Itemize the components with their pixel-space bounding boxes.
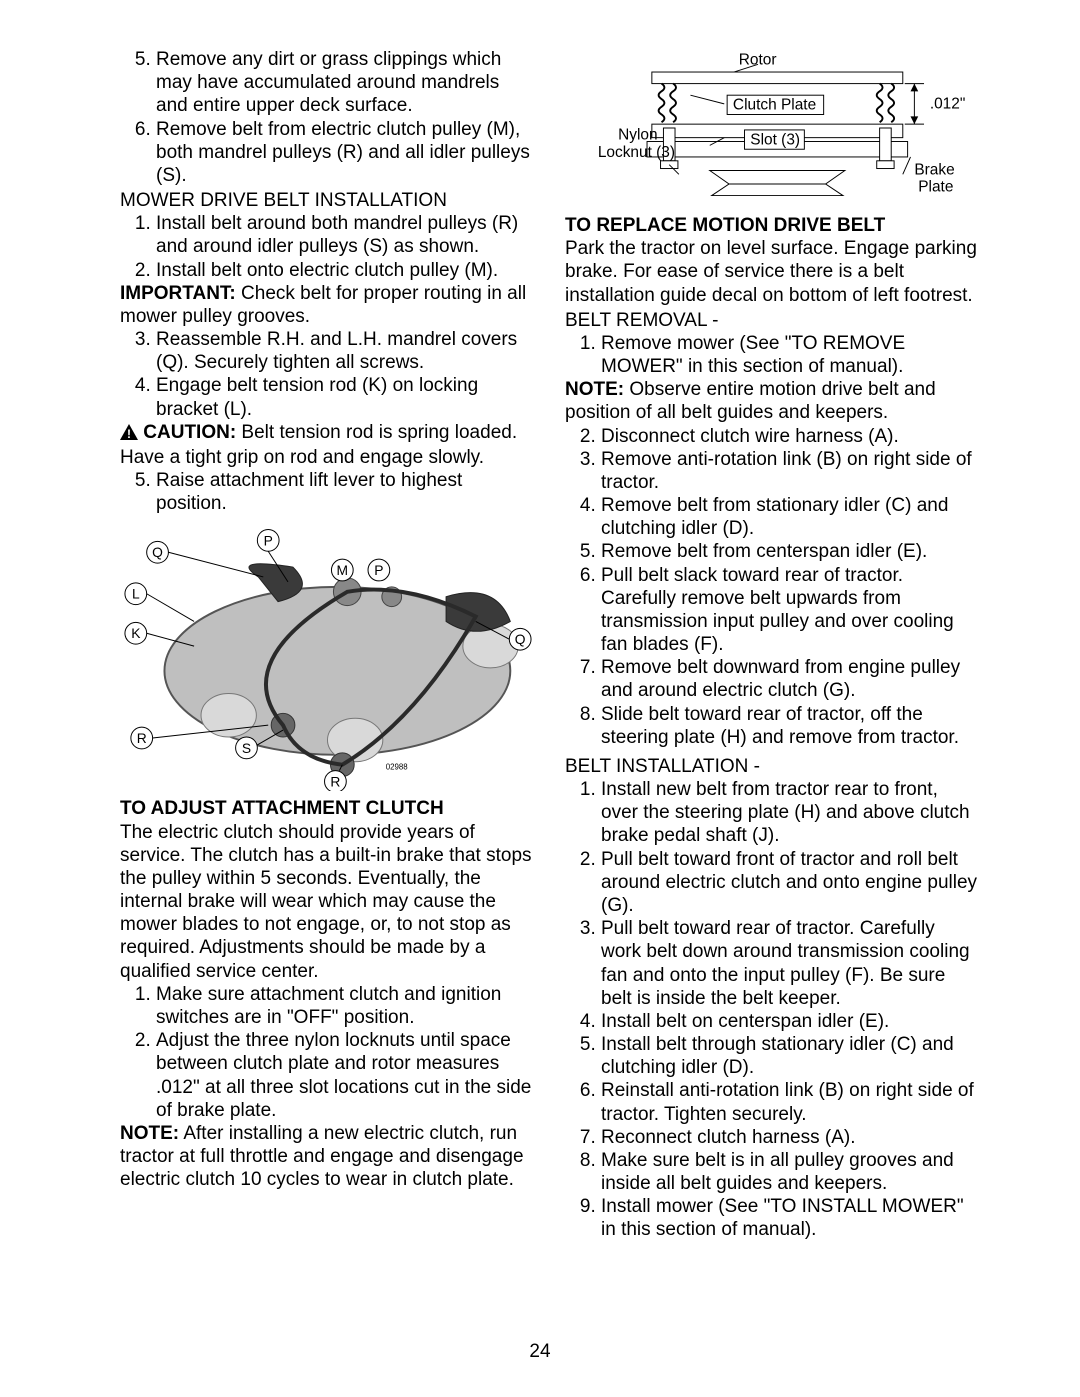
removal-1: Remove mower (See "TO REMOVE MOWER" in t… bbox=[601, 332, 980, 378]
deck-svg: Q P M P L K Q R S bbox=[120, 521, 535, 791]
belt-install-heading: BELT INSTALLATION - bbox=[565, 755, 980, 778]
mower-install-steps-3: Raise attachment lift lever to highest p… bbox=[120, 469, 535, 515]
install-step-5: Raise attachment lift lever to highest p… bbox=[156, 469, 535, 515]
removal-8: Slide belt toward rear of tractor, off t… bbox=[601, 703, 980, 749]
svg-text:Rotor: Rotor bbox=[739, 51, 777, 68]
removal-2: Disconnect clutch wire harness (A). bbox=[601, 425, 980, 448]
caution-note: ! CAUTION: Belt tension rod is spring lo… bbox=[120, 421, 535, 469]
adjust-clutch-para: The electric clutch should provide years… bbox=[120, 821, 535, 983]
inst-7: Reconnect clutch harness (A). bbox=[601, 1126, 980, 1149]
svg-text:Plate: Plate bbox=[918, 179, 953, 196]
observe-note: NOTE: Observe entire motion drive belt a… bbox=[565, 378, 980, 424]
inst-9: Install mower (See "TO INSTALL MOWER" in… bbox=[601, 1195, 980, 1241]
svg-text:K: K bbox=[131, 626, 141, 642]
replace-motion-belt-para: Park the tractor on level surface. Engag… bbox=[565, 237, 980, 307]
svg-text:P: P bbox=[374, 562, 383, 578]
belt-install-steps: Install new belt from tractor rear to fr… bbox=[565, 778, 980, 1241]
svg-text:S: S bbox=[242, 740, 251, 756]
svg-text:Brake: Brake bbox=[914, 161, 954, 178]
inst-8: Make sure belt is in all pulley grooves … bbox=[601, 1149, 980, 1195]
svg-text:Q: Q bbox=[152, 545, 163, 561]
note3-label: NOTE: bbox=[565, 379, 624, 400]
svg-text:P: P bbox=[264, 533, 273, 549]
svg-text:Locknut (3): Locknut (3) bbox=[598, 144, 675, 161]
replace-motion-belt-heading: To Replace Motion Drive Belt bbox=[565, 214, 980, 237]
caution-label: CAUTION: bbox=[138, 422, 236, 443]
removal-3: Remove anti-rotation link (B) on right s… bbox=[601, 448, 980, 494]
inst-6: Reinstall anti-rotation link (B) on righ… bbox=[601, 1079, 980, 1125]
inst-3: Pull belt toward rear of tractor. Carefu… bbox=[601, 917, 980, 1010]
svg-text:!: ! bbox=[127, 427, 131, 440]
svg-text:R: R bbox=[330, 774, 340, 790]
adjust-clutch-heading: To Adjust Attachment Clutch bbox=[120, 797, 535, 820]
belt-removal-heading: BELT REMOVAL - bbox=[565, 309, 980, 332]
install-step-4: Engage belt tension rod (K) on locking b… bbox=[156, 374, 535, 420]
install-step-1: Install belt around both mandrel pulleys… bbox=[156, 212, 535, 258]
inst-1: Install new belt from tractor rear to fr… bbox=[601, 778, 980, 848]
clutch-svg: Rotor Clutch Plate .012" Slot (3) Nylon … bbox=[565, 48, 980, 208]
adjust-clutch-steps: Make sure attachment clutch and ignition… bbox=[120, 983, 535, 1122]
inst-2: Pull belt toward front of tractor and ro… bbox=[601, 848, 980, 918]
manual-page: Remove any dirt or grass clippings which… bbox=[0, 0, 1080, 1397]
removal-4: Remove belt from stationary idler (C) an… bbox=[601, 494, 980, 540]
mower-install-steps-2: Reassemble R.H. and L.H. mandrel covers … bbox=[120, 328, 535, 421]
removal-5: Remove belt from centerspan idler (E). bbox=[601, 540, 980, 563]
svg-text:.012": .012" bbox=[930, 96, 966, 113]
mower-deck-diagram: Q P M P L K Q R S bbox=[120, 521, 535, 791]
adjust-step-2: Adjust the three nylon locknuts until sp… bbox=[156, 1029, 535, 1122]
belt-removal-steps-rest: Disconnect clutch wire harness (A). Remo… bbox=[565, 425, 980, 749]
svg-text:L: L bbox=[132, 586, 140, 602]
inst-5: Install belt through stationary idler (C… bbox=[601, 1033, 980, 1079]
warning-icon: ! bbox=[120, 423, 138, 446]
removal-steps-continued: Remove any dirt or grass clippings which… bbox=[120, 48, 535, 187]
svg-text:M: M bbox=[337, 562, 349, 578]
svg-text:Q: Q bbox=[515, 632, 526, 648]
removal-6: Pull belt slack toward rear of tractor. … bbox=[601, 564, 980, 657]
clutch-diagram: Rotor Clutch Plate .012" Slot (3) Nylon … bbox=[565, 48, 980, 208]
mower-install-steps-1: Install belt around both mandrel pulleys… bbox=[120, 212, 535, 282]
clutch-wear-note: NOTE: After installing a new electric cl… bbox=[120, 1122, 535, 1192]
adjust-step-1: Make sure attachment clutch and ignition… bbox=[156, 983, 535, 1029]
svg-text:Slot (3): Slot (3) bbox=[750, 131, 800, 148]
two-column-layout: Remove any dirt or grass clippings which… bbox=[120, 48, 980, 1242]
install-step-3: Reassemble R.H. and L.H. mandrel covers … bbox=[156, 328, 535, 374]
step-6: Remove belt from electric clutch pulley … bbox=[156, 118, 535, 188]
svg-text:Nylon: Nylon bbox=[618, 127, 657, 144]
important-label: IMPORTANT: bbox=[120, 283, 236, 304]
removal-7: Remove belt downward from engine pulley … bbox=[601, 656, 980, 702]
svg-text:Clutch Plate: Clutch Plate bbox=[733, 97, 816, 114]
mower-install-heading: MOWER DRIVE BELT INSTALLATION bbox=[120, 189, 535, 212]
svg-text:R: R bbox=[137, 730, 147, 746]
inst-4: Install belt on centerspan idler (E). bbox=[601, 1010, 980, 1033]
install-step-2: Install belt onto electric clutch pulley… bbox=[156, 259, 535, 282]
page-number: 24 bbox=[0, 1341, 1080, 1363]
step-5: Remove any dirt or grass clippings which… bbox=[156, 48, 535, 118]
right-column: Rotor Clutch Plate .012" Slot (3) Nylon … bbox=[565, 48, 980, 1242]
note-label: NOTE: bbox=[120, 1123, 179, 1144]
belt-removal-step-1: Remove mower (See "TO REMOVE MOWER" in t… bbox=[565, 332, 980, 378]
note-text: After installing a new electric clutch, … bbox=[120, 1123, 524, 1190]
left-column: Remove any dirt or grass clippings which… bbox=[120, 48, 535, 1242]
svg-text:02988: 02988 bbox=[386, 763, 409, 772]
important-note: IMPORTANT: Check belt for proper routing… bbox=[120, 282, 535, 328]
